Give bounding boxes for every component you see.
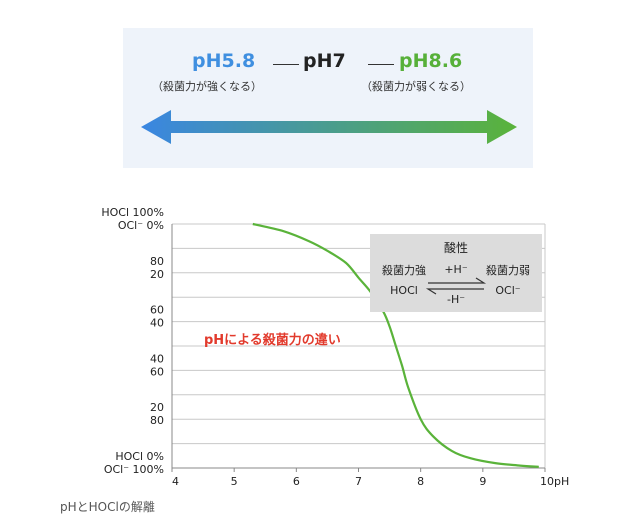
y-tick-label: OCl⁻ 100%	[104, 463, 164, 476]
note-strong: （殺菌力が強くなる）	[152, 80, 262, 93]
x-tick-label: 9	[479, 475, 486, 488]
x-axis-labels: 4 5 6 7 8 9 10pH	[171, 468, 569, 488]
eq-arrow-bottom: -H⁻	[447, 293, 465, 306]
equilibrium-box: 酸性 殺菌力強 HOCl 殺菌力弱 OCl⁻ +H⁻ -H⁻	[370, 234, 542, 312]
y-tick-label: 60	[150, 365, 164, 378]
y-tick-label: 60	[150, 304, 164, 317]
y-tick-label: HOCl 100%	[101, 206, 164, 219]
y-tick-label: 80	[150, 414, 164, 427]
y-tick-label: 40	[150, 317, 164, 330]
hocl-curve	[252, 222, 539, 468]
y-tick-label: OCl⁻ 0%	[118, 219, 164, 232]
chart-caption: pHとHOClの解離	[60, 500, 155, 514]
eq-left-top: 殺菌力強	[382, 263, 426, 277]
dash-separator	[368, 64, 394, 65]
y-tick-label: HOCl 0%	[115, 450, 164, 463]
x-tick-label: 8	[417, 475, 424, 488]
eq-left-bottom: HOCl	[390, 284, 418, 297]
dash-separator	[273, 64, 299, 65]
y-tick-label: 40	[150, 352, 164, 365]
annotation-ph-effect: pHによる殺菌力の違い	[204, 332, 341, 348]
x-tick-label: 5	[231, 475, 238, 488]
x-tick-label: 4	[172, 475, 179, 488]
eq-title: 酸性	[444, 240, 468, 255]
equilibrium-arrows-icon	[425, 277, 487, 295]
x-tick-label: 10pH	[540, 475, 569, 488]
eq-arrow-top: +H⁻	[444, 263, 467, 276]
double-arrow-icon	[141, 110, 517, 144]
eq-right-top: 殺菌力弱	[486, 263, 530, 277]
y-tick-label: 20	[150, 268, 164, 281]
note-weak: （殺菌力が弱くなる）	[361, 80, 471, 93]
x-tick-label: 6	[293, 475, 300, 488]
eq-right-bottom: OCl⁻	[495, 284, 520, 297]
ph-scale-row: pH5.8 pH7 pH8.6	[123, 50, 533, 80]
ph-high-label: pH8.6	[399, 50, 463, 72]
ph-mid-label: pH7	[303, 50, 346, 72]
x-tick-label: 7	[355, 475, 362, 488]
ph-banner: pH5.8 pH7 pH8.6 （殺菌力が強くなる） （殺菌力が弱くなる）	[123, 28, 533, 168]
y-tick-label: 20	[150, 401, 164, 414]
y-tick-label: 80	[150, 255, 164, 268]
ph-low-label: pH5.8	[192, 50, 256, 72]
